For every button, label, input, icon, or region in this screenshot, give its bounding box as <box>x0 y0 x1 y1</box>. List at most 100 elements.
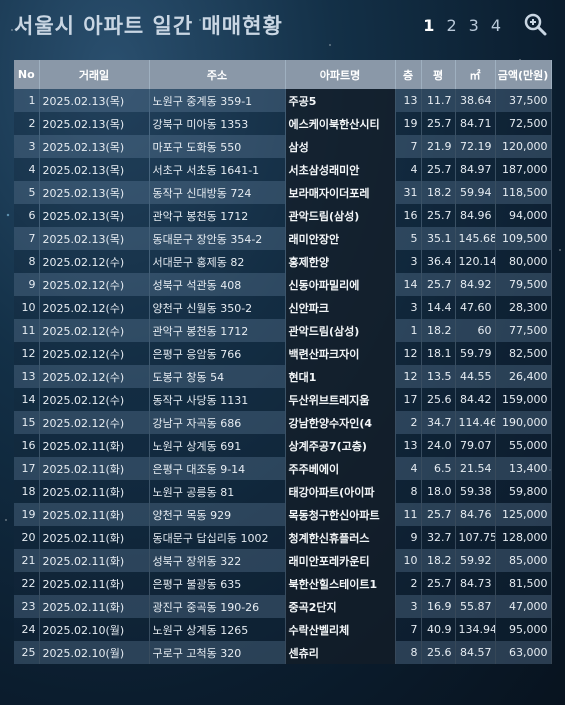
table-row[interactable]: 5 2025.02.13(목) 동작구 신대방동 724 보라매자이더포레 31 18.2… <box>14 181 552 204</box>
cell-floor: 5 <box>395 227 422 250</box>
column-header-apartment[interactable]: 아파트명 <box>285 60 396 89</box>
cell-sqm: 38.64 <box>455 89 496 112</box>
page-1-link[interactable]: 1 <box>423 16 435 35</box>
cell-address: 강남구 자곡동 686 <box>149 411 286 434</box>
cell-apartment-name: 신안파크 <box>285 296 396 319</box>
cell-pyeong: 18.2 <box>421 549 456 572</box>
cell-date: 2025.02.12(수) <box>39 319 150 342</box>
table-row[interactable]: 19 2025.02.11(화) 양천구 목동 929 목동청구한신아파트 11 25.7… <box>14 503 552 526</box>
cell-date: 2025.02.12(수) <box>39 411 150 434</box>
cell-price: 80,000 <box>495 250 552 273</box>
table-row[interactable]: 11 2025.02.12(수) 관악구 봉천동 1712 관악드림(삼성) 1 18.2… <box>14 319 552 342</box>
table-row[interactable]: 16 2025.02.11(화) 노원구 상계동 691 상계주공7(고층) 13 24.… <box>14 434 552 457</box>
cell-floor: 2 <box>395 572 422 595</box>
cell-no: 19 <box>14 503 40 526</box>
cell-sqm: 120.14 <box>455 250 496 273</box>
cell-date: 2025.02.12(수) <box>39 388 150 411</box>
table-row[interactable]: 20 2025.02.11(화) 동대문구 답십리동 1002 청계한신휴플러스 9 32… <box>14 526 552 549</box>
cell-pyeong: 18.2 <box>421 319 456 342</box>
cell-date: 2025.02.13(목) <box>39 135 150 158</box>
table-body: 1 2025.02.13(목) 노원구 중계동 359-1 주공5 13 11.7 38.6… <box>14 89 552 664</box>
cell-date: 2025.02.13(목) <box>39 89 150 112</box>
cell-sqm: 72.19 <box>455 135 496 158</box>
cell-date: 2025.02.11(화) <box>39 503 150 526</box>
cell-date: 2025.02.11(화) <box>39 434 150 457</box>
table-row[interactable]: 22 2025.02.11(화) 은평구 불광동 635 북한산힐스테이트1 2 25.7… <box>14 572 552 595</box>
cell-price: 77,500 <box>495 319 552 342</box>
page-4-link[interactable]: 4 <box>490 16 501 35</box>
cell-pyeong: 18.1 <box>421 342 456 365</box>
cell-floor: 3 <box>395 595 422 618</box>
cell-floor: 9 <box>395 526 422 549</box>
cell-floor: 14 <box>395 273 422 296</box>
cell-floor: 12 <box>395 365 422 388</box>
cell-pyeong: 25.7 <box>421 158 456 181</box>
cell-apartment-name: 에스케이북한산시티 <box>285 112 396 135</box>
cell-no: 12 <box>14 342 40 365</box>
table-row[interactable]: 8 2025.02.12(수) 서대문구 홍제동 82 홍제한양 3 36.4 120.14… <box>14 250 552 273</box>
cell-pyeong: 6.5 <box>421 457 456 480</box>
column-header-price[interactable]: 금액(만원) <box>495 60 552 89</box>
table-row[interactable]: 9 2025.02.12(수) 성북구 석관동 408 신동아파밀리에 14 25.7 84… <box>14 273 552 296</box>
cell-apartment-name: 중곡2단지 <box>285 595 396 618</box>
table-row[interactable]: 1 2025.02.13(목) 노원구 중계동 359-1 주공5 13 11.7 38.6… <box>14 89 552 112</box>
table-row[interactable]: 3 2025.02.13(목) 마포구 도화동 550 삼성 7 21.9 72.19 120… <box>14 135 552 158</box>
cell-floor: 12 <box>395 342 422 365</box>
cell-price: 81,500 <box>495 572 552 595</box>
table-row[interactable]: 2 2025.02.13(목) 강북구 미아동 1353 에스케이북한산시티 19 25.… <box>14 112 552 135</box>
table-row[interactable]: 24 2025.02.10(월) 노원구 상계동 1265 수락산벨리체 7 40.9 13… <box>14 618 552 641</box>
cell-address: 노원구 중계동 359-1 <box>149 89 286 112</box>
cell-address: 은평구 불광동 635 <box>149 572 286 595</box>
cell-no: 16 <box>14 434 40 457</box>
column-header-address[interactable]: 주소 <box>149 60 286 89</box>
cell-no: 8 <box>14 250 40 273</box>
cell-no: 3 <box>14 135 40 158</box>
cell-date: 2025.02.12(수) <box>39 342 150 365</box>
cell-price: 63,000 <box>495 641 552 664</box>
cell-no: 5 <box>14 181 40 204</box>
table-row[interactable]: 15 2025.02.12(수) 강남구 자곡동 686 강남한양수자인(4 2 34.7… <box>14 411 552 434</box>
table-row[interactable]: 21 2025.02.11(화) 성북구 장위동 322 래미안포레카운티 10 18.2… <box>14 549 552 572</box>
cell-address: 성북구 장위동 322 <box>149 549 286 572</box>
cell-no: 9 <box>14 273 40 296</box>
table-row[interactable]: 12 2025.02.12(수) 은평구 응암동 766 백련산파크자이 12 18.1 5… <box>14 342 552 365</box>
cell-date: 2025.02.12(수) <box>39 250 150 273</box>
cell-apartment-name: 신동아파밀리에 <box>285 273 396 296</box>
cell-pyeong: 14.4 <box>421 296 456 319</box>
table-row[interactable]: 17 2025.02.11(화) 은평구 대조동 9-14 주주베에이 4 6.5 21.5… <box>14 457 552 480</box>
table-row[interactable]: 18 2025.02.11(화) 노원구 공릉동 81 태강아파트(아이파 8 18.0 5… <box>14 480 552 503</box>
table-row[interactable]: 23 2025.02.11(화) 광진구 중곡동 190-26 중곡2단지 3 16.9 5… <box>14 595 552 618</box>
cell-date: 2025.02.12(수) <box>39 273 150 296</box>
cell-pyeong: 40.9 <box>421 618 456 641</box>
table-row[interactable]: 25 2025.02.10(월) 구로구 고척동 320 센츄리 8 25.6 84.57 6… <box>14 641 552 664</box>
page-2-link[interactable]: 2 <box>446 16 457 35</box>
cell-no: 11 <box>14 319 40 342</box>
table-row[interactable]: 10 2025.02.12(수) 양천구 신월동 350-2 신안파크 3 14.4 47.… <box>14 296 552 319</box>
cell-address: 서초구 서초동 1641-1 <box>149 158 286 181</box>
cell-price: 94,000 <box>495 204 552 227</box>
cell-address: 노원구 공릉동 81 <box>149 480 286 503</box>
cell-sqm: 44.55 <box>455 365 496 388</box>
cell-address: 도봉구 창동 54 <box>149 365 286 388</box>
cell-sqm: 59.79 <box>455 342 496 365</box>
column-header-date[interactable]: 거래일 <box>39 60 150 89</box>
table-row[interactable]: 4 2025.02.13(목) 서초구 서초동 1641-1 서초삼성래미안 4 25.7… <box>14 158 552 181</box>
table-row[interactable]: 7 2025.02.13(목) 동대문구 장안동 354-2 래미안장안 5 35.1 14… <box>14 227 552 250</box>
page-3-link[interactable]: 3 <box>468 16 479 35</box>
cell-pyeong: 32.7 <box>421 526 456 549</box>
cell-pyeong: 25.7 <box>421 503 456 526</box>
table-row[interactable]: 13 2025.02.12(수) 도봉구 창동 54 현대1 12 13.5 44.55 26… <box>14 365 552 388</box>
table-row[interactable]: 6 2025.02.13(목) 관악구 봉천동 1712 관악드림(삼성) 16 25.7… <box>14 204 552 227</box>
search-icon[interactable] <box>523 12 547 36</box>
column-header-no[interactable]: No <box>14 60 40 89</box>
cell-sqm: 84.73 <box>455 572 496 595</box>
cell-floor: 1 <box>395 319 422 342</box>
table-row[interactable]: 14 2025.02.12(수) 동작구 사당동 1131 두산위브트레지움 17 25.… <box>14 388 552 411</box>
column-header-pyeong[interactable]: 평 <box>421 60 456 89</box>
cell-sqm: 107.75 <box>455 526 496 549</box>
column-header-floor[interactable]: 층 <box>395 60 422 89</box>
column-header-sqm[interactable]: ㎡ <box>455 60 496 89</box>
cell-date: 2025.02.12(수) <box>39 365 150 388</box>
cell-apartment-name: 상계주공7(고층) <box>285 434 396 457</box>
cell-pyeong: 11.7 <box>421 89 456 112</box>
